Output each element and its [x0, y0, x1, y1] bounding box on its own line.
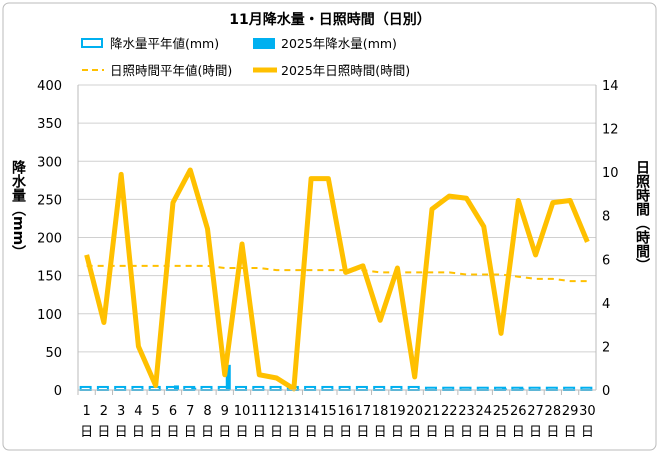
x-tick-label: 1: [82, 404, 90, 419]
x-tick-label: 6: [169, 404, 177, 419]
x-tick-label: 2: [100, 404, 108, 419]
y-left-tick-label: 400: [37, 79, 62, 94]
x-tick-suffix: 日: [581, 425, 594, 440]
y-left-tick-label: 200: [37, 232, 62, 247]
x-tick-label: 14: [303, 404, 320, 419]
y-left-tick-label: 300: [37, 155, 62, 170]
x-tick-label: 13: [286, 404, 303, 419]
legend: 降水量平年値(mm) 2025年降水量(mm) 日照時間平年値(時間) 2025年日照…: [81, 36, 410, 78]
x-tick-label: 25: [493, 404, 510, 419]
x-tick-label: 22: [441, 404, 458, 419]
x-tick-suffix: 日: [270, 425, 283, 440]
x-tick-label: 5: [152, 404, 160, 419]
y-right-tick-label: 14: [602, 79, 619, 94]
legend-swatch-avg-precip: [81, 38, 103, 48]
y-left-tick-label: 250: [37, 193, 62, 208]
y-right-tick-label: 12: [602, 123, 619, 138]
y-axis-right-label: 日照時間（時間）: [634, 160, 651, 272]
precip-bar: [173, 385, 179, 390]
x-tick-label: 15: [320, 404, 337, 419]
x-tick-label: 24: [475, 404, 492, 419]
y-right-tick-label: 2: [602, 340, 610, 355]
x-tick-label: 11: [251, 404, 268, 419]
x-tick-suffix: 日: [408, 425, 421, 440]
x-tick-suffix: 日: [391, 425, 404, 440]
x-tick-suffix: 日: [305, 425, 318, 440]
y-right-tick-label: 4: [602, 297, 610, 312]
y-right-tick-label: 8: [602, 210, 610, 225]
y-left-tick-label: 350: [37, 117, 62, 132]
x-tick-label: 29: [562, 404, 579, 419]
x-tick-label: 16: [337, 404, 354, 419]
x-tick-suffix: 日: [201, 425, 214, 440]
x-tick-label: 30: [579, 404, 596, 419]
x-tick-suffix: 日: [97, 425, 110, 440]
precip-bar: [225, 364, 231, 390]
x-tick-suffix: 日: [425, 425, 438, 440]
x-tick-suffix: 日: [132, 425, 145, 440]
y-left-tick-label: 50: [45, 346, 62, 361]
x-tick-suffix: 日: [322, 425, 335, 440]
x-tick-suffix: 日: [236, 425, 249, 440]
x-tick-suffix: 日: [287, 425, 300, 440]
y-right-tick-label: 6: [602, 253, 610, 268]
legend-label: 2025年日照時間(時間): [281, 63, 410, 78]
x-tick-label: 28: [545, 404, 562, 419]
y-axis-left-label: 降水量（mm）: [10, 159, 27, 259]
y-left-tick-label: 100: [37, 308, 62, 323]
x-tick-suffix: 日: [80, 425, 93, 440]
x-tick-suffix: 日: [512, 425, 525, 440]
y-right-tick-label: 10: [602, 166, 619, 181]
x-tick-suffix: 日: [564, 425, 577, 440]
x-tick-suffix: 日: [184, 425, 197, 440]
x-tick-label: 26: [510, 404, 527, 419]
x-tick-suffix: 日: [443, 425, 456, 440]
x-tick-suffix: 日: [460, 425, 473, 440]
x-tick-suffix: 日: [529, 425, 542, 440]
x-tick-label: 23: [458, 404, 475, 419]
x-tick-label: 8: [203, 404, 211, 419]
x-tick-suffix: 日: [149, 425, 162, 440]
legend-swatch-precip: [253, 38, 275, 49]
sunshine-line: [84, 167, 590, 392]
legend-label: 降水量平年値(mm): [110, 36, 219, 51]
y-left-tick-label: 0: [54, 384, 62, 399]
x-tick-label: 21: [424, 404, 441, 419]
y-left-tick-label: 150: [37, 270, 62, 285]
legend-label: 日照時間平年値(時間): [110, 63, 232, 78]
x-tick-label: 18: [372, 404, 389, 419]
x-tick-suffix: 日: [495, 425, 508, 440]
x-tick-suffix: 日: [546, 425, 559, 440]
x-tick-label: 17: [355, 404, 372, 419]
chart-title: 11月降水量・日照時間（日別）: [229, 11, 430, 28]
y-right-tick-label: 0: [602, 384, 610, 399]
x-tick-label: 10: [234, 404, 251, 419]
x-tick-label: 3: [117, 404, 125, 419]
x-tick-label: 9: [221, 404, 229, 419]
x-tick-suffix: 日: [115, 425, 128, 440]
x-tick-suffix: 日: [374, 425, 387, 440]
x-tick-label: 12: [268, 404, 285, 419]
x-tick-label: 7: [186, 404, 194, 419]
x-tick-suffix: 日: [339, 425, 352, 440]
x-tick-suffix: 日: [356, 425, 369, 440]
x-tick-suffix: 日: [253, 425, 266, 440]
precip-bar: [191, 387, 197, 390]
x-tick-label: 4: [134, 404, 142, 419]
precip-bar: [502, 388, 508, 390]
legend-label: 2025年降水量(mm): [281, 36, 397, 51]
x-tick-suffix: 日: [218, 425, 231, 440]
x-tick-label: 19: [389, 404, 406, 419]
x-tick-suffix: 日: [477, 425, 490, 440]
chart-border: [2, 2, 657, 451]
precip-bar: [519, 388, 525, 390]
x-tick-suffix: 日: [166, 425, 179, 440]
x-tick-label: 27: [527, 404, 544, 419]
x-tick-label: 20: [406, 404, 423, 419]
